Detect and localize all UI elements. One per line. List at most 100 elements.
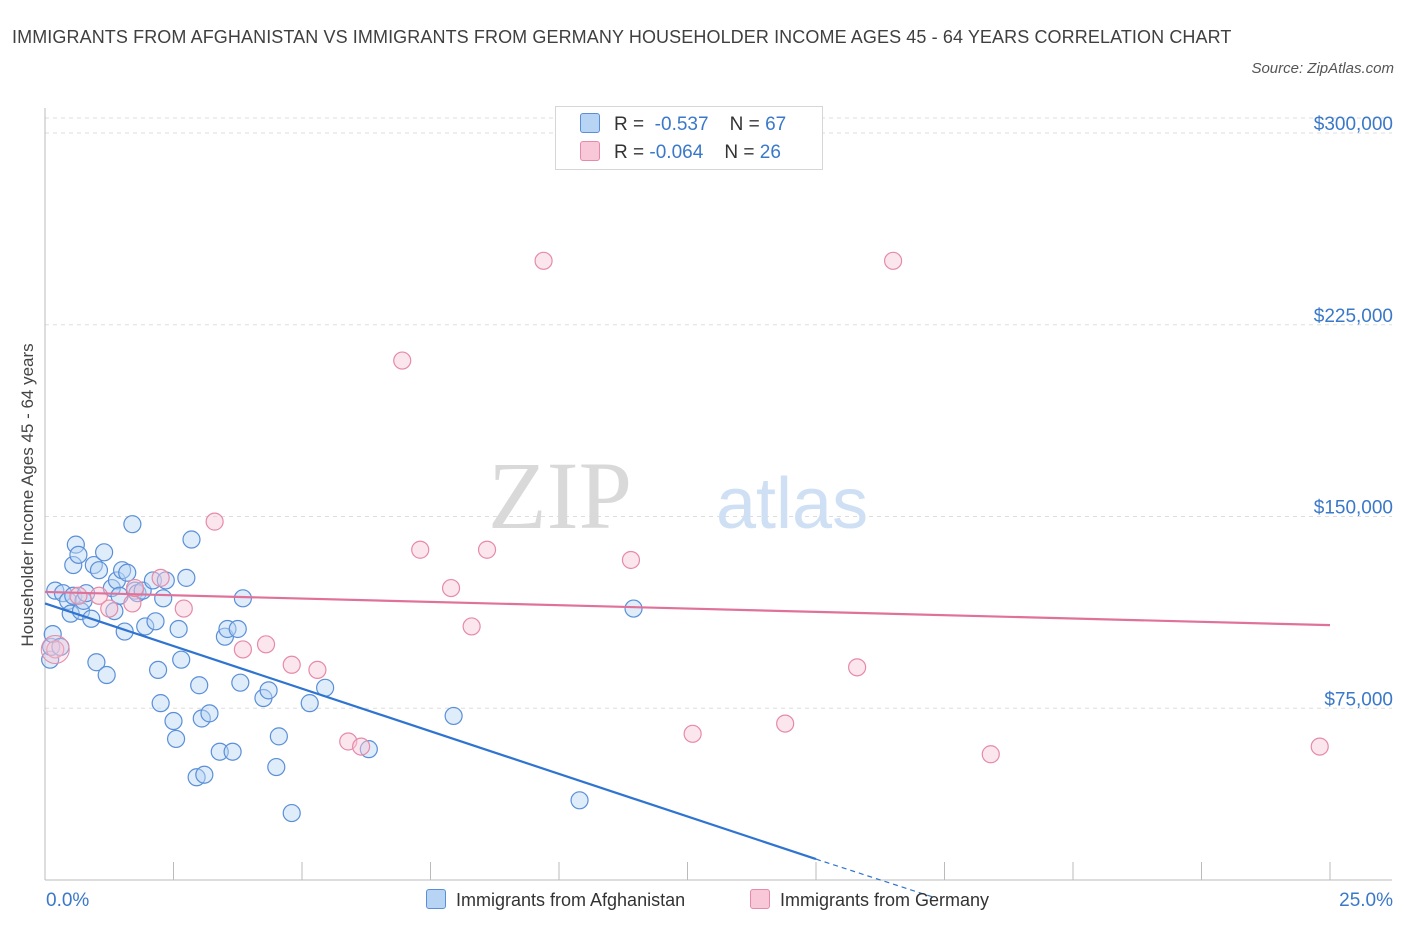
- stats-row-germany: R = -0.064 N = 26: [580, 141, 781, 167]
- germany-points: [40, 251, 1329, 764]
- afghanistan-point: [444, 706, 463, 726]
- axes: [44, 108, 1392, 881]
- germany-point: [883, 251, 903, 270]
- stats-box: R = -0.537 N = 67 R = -0.064 N = 26: [555, 106, 823, 170]
- germany-point: [462, 617, 481, 636]
- afghanistan-points: [41, 515, 643, 823]
- n-label: N =: [724, 142, 755, 163]
- germany-point: [352, 737, 371, 756]
- afghanistan-point: [156, 571, 175, 590]
- germany-point: [411, 540, 430, 559]
- afghanistan-point: [233, 589, 252, 608]
- germany-point: [1310, 737, 1329, 756]
- afghanistan-point: [195, 765, 214, 784]
- afghanistan-point: [570, 791, 589, 810]
- afghanistan-trend-extension: [815, 858, 935, 899]
- watermark-zip: ZIP: [488, 442, 632, 549]
- germany-point: [205, 512, 224, 531]
- germany-point: [46, 640, 65, 659]
- afghanistan-point: [95, 543, 114, 562]
- legend-item-afghanistan: Immigrants from Afghanistan: [426, 889, 685, 915]
- germany-trend-line: [44, 590, 1331, 627]
- germany-point: [125, 578, 145, 598]
- y-tick-label: $75,000: [1324, 689, 1393, 710]
- germany-point: [621, 550, 641, 570]
- afghanistan-point: [259, 681, 278, 700]
- germany-point: [123, 594, 142, 613]
- watermark: ZIP atlas: [488, 442, 868, 549]
- afghanistan-point: [166, 729, 186, 749]
- germany-point: [848, 658, 867, 677]
- trend-lines: [44, 590, 1331, 899]
- x-tick-max: 25.0%: [1339, 890, 1393, 911]
- n-value: 67: [765, 114, 787, 135]
- legend-label-afghanistan: Immigrants from Afghanistan: [456, 890, 686, 910]
- afghanistan-point: [228, 619, 247, 639]
- germany-point: [174, 599, 193, 618]
- germany-point: [282, 655, 301, 674]
- germany-point: [534, 251, 553, 270]
- germany-swatch-icon: [580, 141, 600, 161]
- afghanistan-point: [210, 742, 229, 761]
- afghanistan-point: [624, 599, 643, 618]
- y-tick-label: $150,000: [1314, 498, 1393, 519]
- r-value: -0.064: [649, 142, 704, 163]
- chart-title: IMMIGRANTS FROM AFGHANISTAN VS IMMIGRANT…: [12, 27, 1232, 47]
- germany-point: [441, 578, 461, 598]
- afghanistan-point: [41, 650, 60, 669]
- afghanistan-point: [190, 676, 209, 695]
- r-value: -0.537: [654, 114, 709, 135]
- afghanistan-swatch-icon: [580, 113, 600, 133]
- germany-point: [89, 586, 109, 605]
- germany-point: [393, 351, 412, 370]
- germany-point: [981, 745, 1000, 764]
- germany-point: [477, 540, 497, 559]
- stats-row-afghanistan: R = -0.537 N = 67: [580, 113, 786, 139]
- germany-point: [100, 599, 119, 618]
- afghanistan-point: [282, 803, 301, 823]
- afghanistan-point: [87, 653, 106, 672]
- germany-legend-icon: [750, 889, 770, 909]
- n-label: N =: [729, 114, 760, 135]
- afghanistan-point: [300, 694, 319, 713]
- afghanistan-point: [97, 665, 116, 685]
- r-label: R =: [614, 114, 645, 135]
- afghanistan-point: [182, 530, 201, 549]
- afghanistan-point: [154, 589, 173, 608]
- afghanistan-point: [200, 704, 219, 723]
- germany-point: [776, 714, 795, 733]
- germany-point: [683, 724, 702, 743]
- x-tick-min: 0.0%: [46, 890, 90, 911]
- afghanistan-point: [218, 619, 237, 639]
- afghanistan-legend-icon: [426, 889, 446, 909]
- afghanistan-point: [112, 561, 132, 580]
- watermark-atlas: atlas: [716, 464, 868, 544]
- afghanistan-point: [231, 673, 250, 692]
- afghanistan-point: [148, 660, 168, 680]
- afghanistan-point: [223, 742, 242, 761]
- source-label: Source: ZipAtlas.com: [1251, 60, 1394, 77]
- germany-point: [151, 568, 170, 587]
- afghanistan-point: [64, 555, 83, 575]
- legend-label-germany: Immigrants from Germany: [780, 890, 990, 910]
- afghanistan-point: [269, 727, 288, 746]
- afghanistan-trend-line: [44, 602, 817, 861]
- y-tick-label: $300,000: [1314, 114, 1393, 135]
- germany-point: [69, 586, 88, 605]
- gridlines: [45, 117, 1392, 709]
- afghanistan-point: [123, 515, 142, 534]
- germany-point-large: [40, 634, 70, 664]
- afghanistan-point: [146, 612, 165, 631]
- legend-item-germany: Immigrants from Germany: [750, 889, 989, 915]
- afghanistan-point: [172, 650, 191, 669]
- afghanistan-point: [169, 619, 188, 639]
- y-tick-label: $225,000: [1314, 306, 1393, 327]
- afghanistan-point: [107, 571, 127, 590]
- germany-point: [308, 660, 327, 680]
- afghanistan-point: [164, 711, 183, 731]
- afghanistan-point: [84, 555, 103, 575]
- afghanistan-point: [118, 563, 137, 582]
- n-value: 26: [759, 142, 781, 163]
- r-label: R =: [614, 142, 645, 163]
